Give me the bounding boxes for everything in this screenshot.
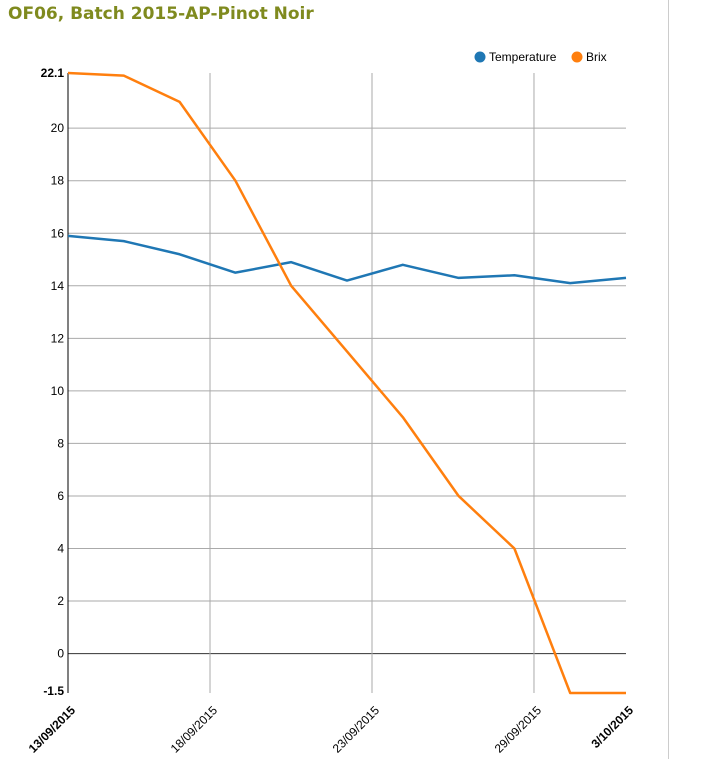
y-tick-label: 16: [51, 226, 65, 240]
y-tick-label: 20: [51, 121, 65, 135]
y-tick-label: 14: [51, 279, 65, 293]
panel-divider: [668, 0, 669, 759]
x-tick-label: 18/09/2015: [168, 703, 221, 756]
x-tick-label: 23/09/2015: [330, 703, 383, 756]
legend-swatch: [474, 51, 486, 63]
y-tick-label: 12: [51, 331, 65, 345]
x-tick-label: 13/09/2015: [26, 703, 79, 756]
x-tick-label: 29/09/2015: [492, 703, 545, 756]
legend-item-temperature[interactable]: Temperature: [474, 50, 557, 64]
y-tick-label: 2: [57, 594, 64, 608]
y-tick-label: 18: [51, 174, 65, 188]
y-tick-label: 22.1: [41, 66, 65, 80]
y-tick-label: 4: [57, 542, 64, 556]
y-tick-label: -1.5: [43, 684, 64, 698]
legend-swatch: [571, 51, 583, 63]
legend-item-brix[interactable]: Brix: [571, 50, 607, 64]
y-tick-label: 8: [57, 436, 64, 450]
y-tick-label: 0: [57, 647, 64, 661]
series-line-brix: [67, 71, 626, 695]
page-title: OF06, Batch 2015-AP-Pinot Noir: [8, 4, 314, 24]
series-line-temperature: [67, 234, 627, 285]
y-tick-label: 10: [51, 384, 65, 398]
legend-label: Temperature: [489, 50, 557, 64]
legend-label: Brix: [586, 50, 607, 64]
x-tick-label: 3/10/2015: [588, 703, 636, 751]
y-tick-label: 6: [57, 489, 64, 503]
